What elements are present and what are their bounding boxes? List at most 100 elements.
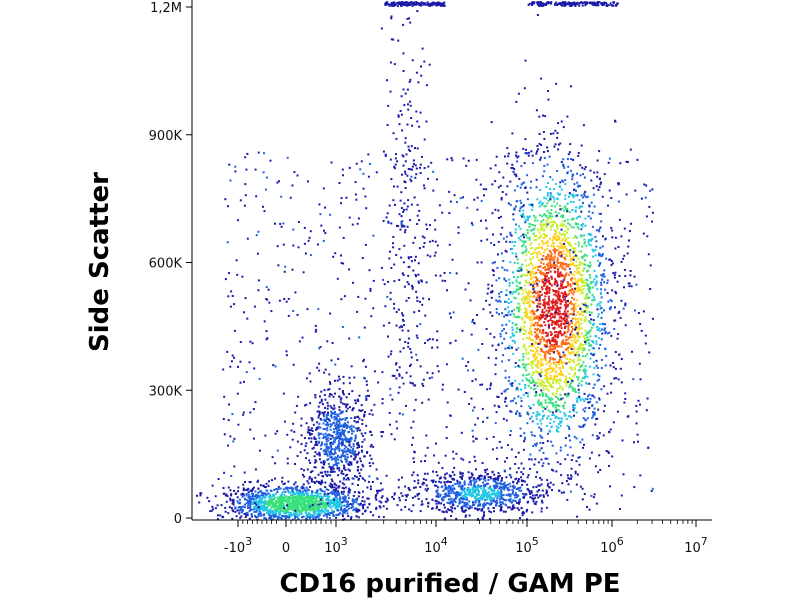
data-point xyxy=(274,477,276,480)
data-point xyxy=(556,235,559,238)
data-point xyxy=(558,325,560,328)
data-point xyxy=(320,447,323,450)
data-point xyxy=(549,397,552,399)
data-point xyxy=(519,207,522,210)
data-point xyxy=(317,473,320,476)
data-point xyxy=(583,400,586,402)
data-point xyxy=(342,423,345,426)
data-point xyxy=(555,291,558,294)
data-point xyxy=(276,510,279,513)
data-point xyxy=(588,239,591,241)
data-point xyxy=(588,311,591,314)
data-point xyxy=(273,509,276,512)
data-point xyxy=(491,269,494,271)
data-point xyxy=(557,268,560,271)
data-point xyxy=(343,447,346,450)
data-point xyxy=(536,256,539,259)
data-point xyxy=(559,424,562,427)
data-point xyxy=(318,518,321,521)
data-point xyxy=(262,514,265,517)
data-point xyxy=(539,401,542,404)
data-point xyxy=(517,308,520,311)
data-point xyxy=(337,413,340,416)
data-point xyxy=(463,498,466,501)
data-point xyxy=(311,417,314,420)
data-point xyxy=(545,387,548,390)
data-point xyxy=(300,498,303,501)
data-point xyxy=(511,252,514,255)
data-point xyxy=(556,307,559,310)
data-point xyxy=(445,472,448,475)
data-point xyxy=(502,176,505,179)
data-point xyxy=(578,425,581,428)
data-point xyxy=(297,491,300,494)
data-point xyxy=(310,437,313,440)
data-point xyxy=(588,291,591,294)
data-point xyxy=(256,480,259,483)
data-point xyxy=(519,414,522,417)
data-point xyxy=(491,314,494,317)
data-point xyxy=(556,202,559,205)
data-point xyxy=(572,193,575,196)
data-point xyxy=(501,329,504,332)
data-point xyxy=(234,507,237,510)
data-point xyxy=(260,502,263,505)
data-point xyxy=(290,486,293,489)
data-point xyxy=(601,275,604,278)
data-point xyxy=(269,495,272,498)
data-point xyxy=(558,251,561,254)
data-point xyxy=(490,121,493,124)
data-point xyxy=(589,287,592,290)
data-point xyxy=(511,334,514,337)
data-point xyxy=(517,292,520,295)
data-point xyxy=(302,492,304,495)
data-point xyxy=(599,246,602,249)
data-point xyxy=(331,499,334,502)
data-point xyxy=(551,265,554,268)
data-point xyxy=(252,497,255,500)
data-point xyxy=(369,445,372,448)
data-point xyxy=(572,195,574,198)
data-point xyxy=(448,495,451,498)
data-point xyxy=(517,302,520,305)
data-point xyxy=(520,326,523,329)
data-point xyxy=(534,342,537,345)
data-point xyxy=(348,393,351,395)
data-point xyxy=(592,296,595,299)
data-point xyxy=(379,489,382,492)
data-point xyxy=(245,502,248,505)
data-point xyxy=(301,490,304,493)
data-point xyxy=(558,353,561,356)
data-point xyxy=(465,497,468,499)
data-point xyxy=(546,216,549,219)
data-point xyxy=(564,233,566,236)
data-point xyxy=(324,428,327,431)
data-point xyxy=(340,424,343,427)
data-point xyxy=(498,440,501,443)
data-point xyxy=(539,358,542,361)
data-point xyxy=(542,114,544,117)
data-point xyxy=(281,500,284,503)
data-point xyxy=(581,274,584,276)
data-point xyxy=(555,345,558,348)
data-point xyxy=(516,482,518,485)
data-point xyxy=(549,237,551,240)
data-point xyxy=(562,294,565,297)
data-point xyxy=(366,486,369,489)
data-point xyxy=(483,513,485,516)
data-point xyxy=(515,173,518,176)
data-point xyxy=(564,319,566,322)
data-point xyxy=(542,393,545,396)
data-point xyxy=(558,275,561,278)
data-point xyxy=(572,334,574,336)
data-point xyxy=(555,309,558,312)
data-point xyxy=(598,254,600,257)
data-point xyxy=(459,471,462,474)
data-point xyxy=(497,209,500,212)
data-point xyxy=(574,265,577,268)
data-point xyxy=(595,282,598,285)
data-point xyxy=(575,283,578,286)
data-point xyxy=(548,265,551,268)
data-point xyxy=(543,137,546,140)
data-point xyxy=(334,507,337,510)
